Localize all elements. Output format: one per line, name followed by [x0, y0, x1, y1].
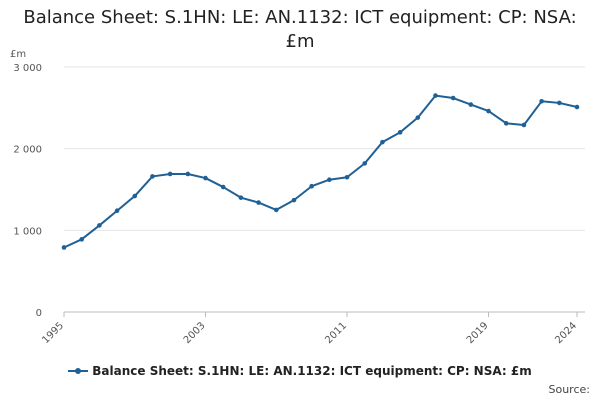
- data-point-2005: [238, 195, 244, 200]
- gridlines: [64, 66, 585, 313]
- legend: Balance Sheet: S.1HN: LE: AN.1132: ICT e…: [0, 364, 600, 378]
- data-point-2013: [380, 139, 385, 145]
- y-tick-label: 0: [36, 308, 42, 319]
- x-axis-ticks: 1995 2003 2011 2019 2024: [40, 312, 579, 346]
- y-tick-label: 2 000: [13, 145, 42, 156]
- data-point-2023: [557, 100, 562, 106]
- data-point-2006: [256, 200, 261, 205]
- series-group: [61, 93, 580, 250]
- data-point-2009: [309, 183, 314, 189]
- data-point-2007: [273, 207, 279, 213]
- data-point-2001: [167, 171, 173, 177]
- x-tick-label: 2003: [182, 320, 208, 346]
- data-point-1998: [114, 208, 120, 214]
- data-point-2022: [539, 99, 544, 104]
- x-tick-label: 1995: [40, 320, 66, 346]
- series-line: [63, 94, 578, 249]
- data-point-2003: [203, 175, 208, 181]
- y-axis-unit-label: £m: [10, 49, 26, 60]
- data-point-2020: [503, 121, 509, 126]
- data-point-2014: [397, 130, 403, 135]
- data-point-1999: [132, 193, 138, 199]
- data-point-2002: [185, 171, 191, 177]
- x-tick-label: 2011: [323, 320, 349, 346]
- data-point-2019: [486, 108, 491, 114]
- data-point-2017: [450, 95, 456, 101]
- data-point-2016: [433, 93, 438, 98]
- y-tick-label: 1 000: [13, 226, 42, 237]
- data-point-2000: [150, 174, 155, 179]
- data-point-2021: [521, 122, 527, 128]
- data-point-2018: [468, 102, 474, 107]
- data-point-1995: [61, 245, 67, 250]
- data-point-2012: [362, 161, 368, 166]
- source-label: Source:: [548, 383, 591, 396]
- data-point-2024: [574, 104, 580, 110]
- data-point-2015: [415, 115, 421, 120]
- data-point-1996: [79, 237, 84, 242]
- chart-title: Balance Sheet: S.1HN: LE: AN.1132: ICT e…: [23, 7, 577, 52]
- legend-line-marker-icon: [68, 368, 89, 374]
- data-point-2011: [344, 174, 350, 180]
- data-point-2010: [327, 177, 332, 182]
- data-point-1997: [97, 223, 102, 228]
- x-tick-label: 2019: [465, 320, 491, 346]
- y-tick-label: 3 000: [13, 63, 42, 74]
- x-tick-label: 2024: [553, 320, 579, 346]
- data-point-2004: [220, 184, 226, 190]
- y-axis-ticks: 0 1 000 2 000 3 000: [13, 63, 42, 319]
- legend-label: Balance Sheet: S.1HN: LE: AN.1132: ICT e…: [92, 364, 532, 378]
- data-point-2008: [291, 197, 297, 203]
